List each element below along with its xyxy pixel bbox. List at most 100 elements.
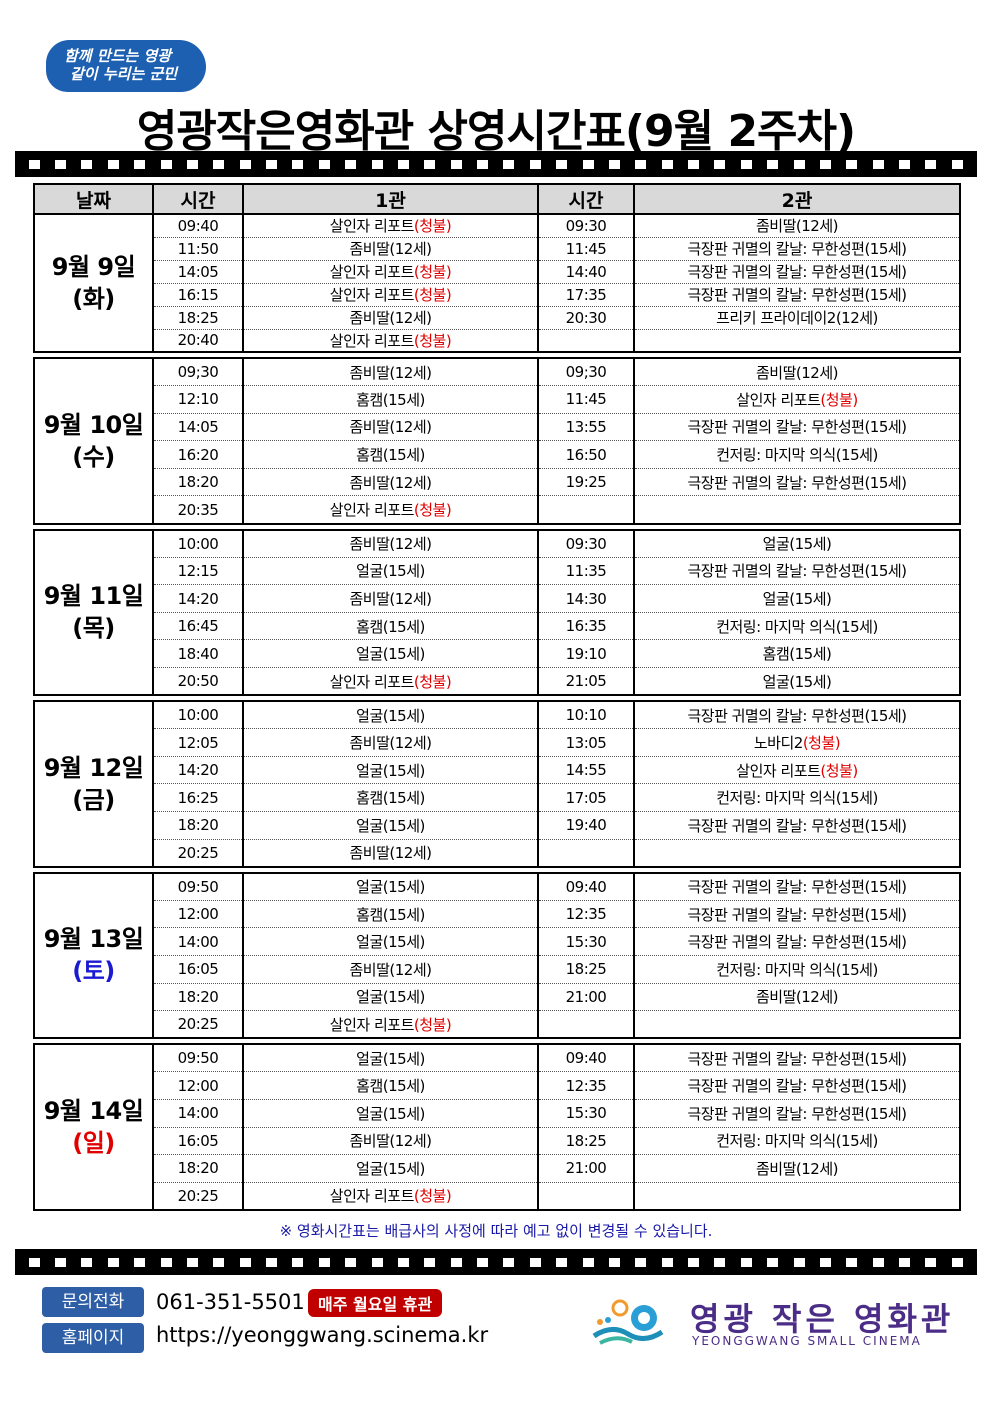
- hall2-movie: 극장판 귀멸의 칼날: 무한성편(15세): [633, 811, 961, 840]
- hall1-time: 09:40: [152, 213, 244, 238]
- movie-rating: (12세): [795, 363, 839, 382]
- film-hole: [292, 1257, 304, 1267]
- film-hole: [529, 1257, 541, 1267]
- hall2-time: 21:00: [537, 983, 635, 1012]
- movie-title: 극장판 귀멸의 칼날: 무한성편: [687, 878, 865, 897]
- hall1-movie: 좀비딸(12세): [242, 955, 539, 984]
- schedule-row: 18:20 얼굴(15세) 21:00 좀비딸(12세): [34, 983, 961, 1012]
- film-hole: [951, 159, 963, 169]
- date-label: 9월 9일: [51, 253, 136, 281]
- hall2-time: [537, 1182, 635, 1211]
- film-hole: [371, 1257, 383, 1267]
- hall2-movie: [633, 1182, 961, 1211]
- film-hole: [899, 1257, 911, 1267]
- phone-number[interactable]: 061-351-5501: [156, 1290, 305, 1314]
- movie-rating: (15세): [864, 240, 907, 258]
- schedule-table: 날짜 시간 1관 시간 2관 9월 9일 (화) 09:40 살인자 리포트(청불) 0…: [33, 183, 961, 1211]
- movie-title: 극장판 귀멸의 칼날: 무한성편: [687, 473, 865, 492]
- hall2-time: 21:00: [537, 1154, 635, 1183]
- movie-rating: (15세): [382, 617, 426, 636]
- movie-title: 얼굴: [356, 1104, 383, 1123]
- film-hole: [951, 1257, 963, 1267]
- movie-title: 좀비딸: [349, 363, 390, 382]
- hall2-movie: 살인자 리포트(청불): [633, 756, 961, 785]
- movie-title: 극장판 귀멸의 칼날: 무한성편: [687, 1049, 865, 1068]
- movie-title: 좀비딸: [349, 844, 390, 863]
- hall1-time: 18:20: [152, 811, 244, 840]
- header-time2: 시간: [537, 183, 635, 215]
- movie-title: 얼굴: [356, 1049, 383, 1068]
- film-hole: [266, 1257, 278, 1267]
- film-hole: [81, 159, 93, 169]
- hall1-movie: 살인자 리포트(청불): [242, 1182, 539, 1211]
- movie-rating: (15세): [864, 263, 907, 281]
- hall2-movie: 극장판 귀멸의 칼날: 무한성편(15세): [633, 468, 961, 497]
- movie-title: 좀비딸: [349, 590, 390, 609]
- movie-title: 살인자 리포트: [736, 761, 821, 780]
- movie-title: 홈캠: [356, 617, 383, 636]
- movie-rating: (15세): [864, 1049, 907, 1068]
- hall2-time: 16:35: [537, 612, 635, 641]
- movie-title: 좀비딸: [349, 473, 390, 492]
- hall1-time: 12:00: [152, 900, 244, 929]
- film-hole: [477, 159, 489, 169]
- hall2-time: 09:30: [537, 528, 635, 558]
- hall2-movie: 컨저링: 마지막 의식(15세): [633, 783, 961, 812]
- hall2-movie: 극장판 귀멸의 칼날: 무한성편(15세): [633, 871, 961, 901]
- logo-text-en: YEONGGWANG SMALL CINEMA: [692, 1334, 922, 1348]
- movie-rating: (12세): [389, 960, 432, 979]
- film-hole: [556, 1257, 568, 1267]
- movie-rating: (15세): [382, 905, 426, 924]
- movie-rating: (청불): [820, 761, 858, 780]
- movie-title: 좀비딸: [349, 240, 390, 258]
- film-hole: [28, 1257, 40, 1267]
- film-hole: [767, 1257, 779, 1267]
- movie-title: 노바디2: [753, 734, 803, 753]
- hall1-movie: 홈캠(15세): [242, 783, 539, 812]
- hall1-time: 14:00: [152, 1099, 244, 1128]
- movie-rating: (청불): [413, 286, 452, 304]
- film-hole: [925, 159, 937, 169]
- hall2-time: [537, 1010, 635, 1040]
- hall2-movie: 극장판 귀멸의 칼날: 무한성편(15세): [633, 1043, 961, 1073]
- movie-rating: (15세): [382, 1159, 426, 1178]
- hall2-time: 15:30: [537, 927, 635, 956]
- date-cell: 9월 13일 (토): [33, 871, 154, 1040]
- hall2-time: 11:45: [537, 237, 635, 261]
- film-hole: [529, 159, 541, 169]
- weekday-label: (화): [72, 285, 115, 313]
- hall1-time: 14:00: [152, 927, 244, 956]
- movie-title: 좀비딸: [349, 309, 390, 327]
- movie-title: 좀비딸: [349, 418, 390, 437]
- movie-rating: (15세): [835, 617, 879, 636]
- hall2-time: 14:40: [537, 260, 635, 284]
- film-hole: [899, 159, 911, 169]
- hall2-movie: 좀비딸(12세): [633, 357, 961, 387]
- movie-title: 좀비딸: [756, 1159, 796, 1178]
- movie-rating: (청불): [413, 672, 452, 691]
- film-hole: [107, 159, 119, 169]
- weekday-label: (금): [72, 785, 115, 814]
- hall2-movie: 극장판 귀멸의 칼날: 무한성편(15세): [633, 1071, 961, 1100]
- film-hole: [688, 1257, 700, 1267]
- movie-rating: (12세): [835, 309, 879, 327]
- hall2-time: 18:25: [537, 1127, 635, 1156]
- movie-rating: (청불): [413, 331, 452, 350]
- hall2-movie: 극장판 귀멸의 칼날: 무한성편(15세): [633, 1099, 961, 1128]
- movie-rating: (15세): [382, 789, 426, 808]
- hall1-movie: 살인자 리포트(청불): [242, 213, 539, 238]
- movie-title: 홈캠: [356, 905, 383, 924]
- hall2-movie: 컨저링: 마지막 의식(15세): [633, 612, 961, 641]
- hall2-time: 09:40: [537, 1043, 635, 1073]
- movie-title: 살인자 리포트: [329, 286, 415, 304]
- hall2-time: 11:45: [537, 385, 635, 414]
- movie-title: 극장판 귀멸의 칼날: 무한성편: [687, 933, 865, 952]
- hall1-movie: 홈캠(15세): [242, 440, 539, 469]
- schedule-row: 16:15 살인자 리포트(청불) 17:35 극장판 귀멸의 칼날: 무한성편(15…: [34, 283, 961, 307]
- hall2-time: [537, 495, 635, 525]
- schedule-row: 11:50 좀비딸(12세) 11:45 극장판 귀멸의 칼날: 무한성편(15세): [34, 237, 961, 261]
- homepage-link[interactable]: https://yeonggwang.scinema.kr: [156, 1323, 489, 1347]
- film-hole: [318, 1257, 330, 1267]
- film-hole: [239, 1257, 251, 1267]
- movie-title: 홈캠: [356, 1077, 383, 1096]
